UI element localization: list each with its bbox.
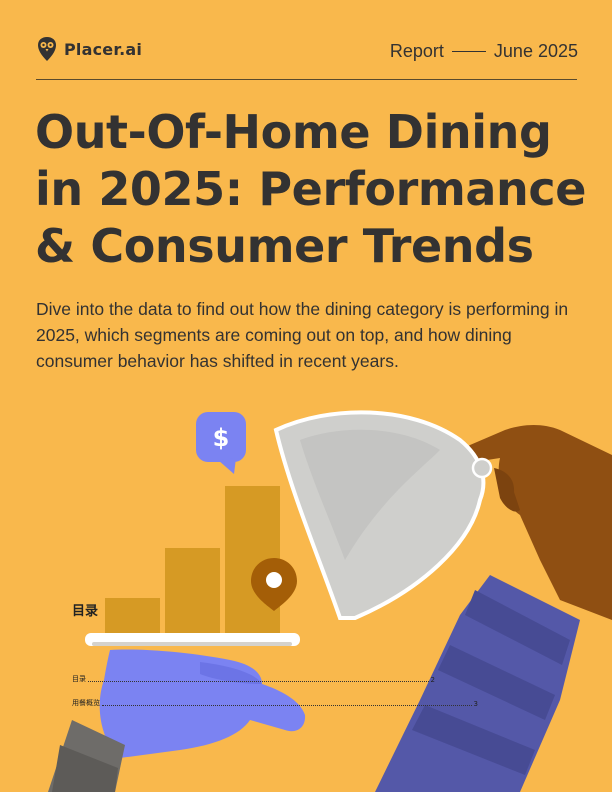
- report-meta: Report June 2025: [390, 41, 578, 62]
- brand-name: Placer.ai: [64, 39, 143, 59]
- purple-hand-finger: [200, 662, 262, 684]
- toc-leader: [88, 681, 429, 682]
- cloche-shade: [300, 429, 440, 560]
- sleeve-left-shade: [52, 745, 118, 792]
- toc-heading: 目录: [72, 604, 99, 619]
- location-pin-dot: [266, 572, 282, 588]
- toc-entry-page: 3: [473, 700, 478, 708]
- sleeve-stripe: [438, 645, 555, 720]
- toc-entry-label: 用餐概览: [72, 699, 100, 707]
- report-label: Report: [389, 41, 444, 61]
- cloche-knob: [471, 457, 493, 479]
- toc-entry[interactable]: 目录 2: [72, 674, 435, 684]
- title-line: & Consumer Trends: [35, 219, 534, 273]
- dollar-sign-icon: $: [213, 424, 230, 452]
- title-line: Out-Of-Home Dining: [35, 105, 552, 159]
- sleeve-stripe: [412, 705, 535, 775]
- chart-bar: [105, 598, 160, 633]
- report-date: June 2025: [493, 41, 578, 61]
- placer-owl-icon: [38, 37, 56, 61]
- toc-entry[interactable]: 用餐概览 3: [72, 698, 478, 708]
- title-line: in 2025: Performance: [35, 162, 587, 216]
- meta-divider: [451, 51, 486, 52]
- brand-logo[interactable]: Placer.ai: [36, 36, 142, 62]
- sleeve-stripe: [465, 590, 570, 665]
- report-subtitle: Dive into the data to find out how the d…: [36, 299, 569, 371]
- header-rule: [36, 79, 577, 80]
- toc-entry-label: 目录: [72, 675, 86, 683]
- toc-entry-page: 2: [430, 676, 435, 684]
- chart-bar: [165, 548, 220, 633]
- report-title: Out-Of-Home Dining in 2025: Performance …: [35, 104, 595, 275]
- dollar-badge: [196, 412, 246, 462]
- serving-tray-shadow: [92, 642, 292, 646]
- toc-leader: [102, 705, 472, 706]
- dark-hand-finger: [494, 468, 520, 512]
- dollar-badge-tail: [218, 458, 236, 474]
